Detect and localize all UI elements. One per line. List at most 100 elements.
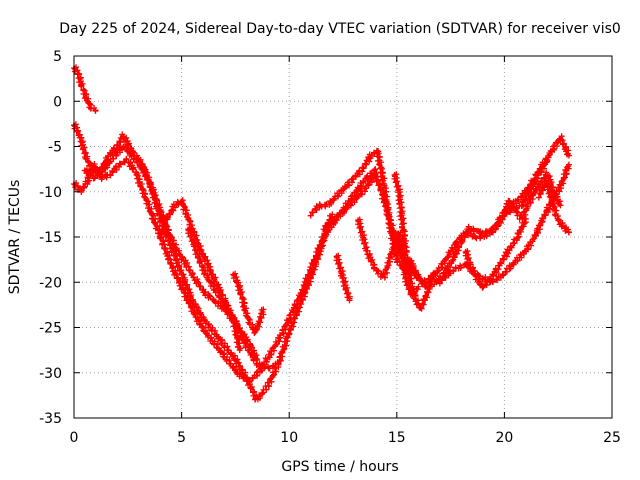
series-trace-8 <box>307 147 551 291</box>
data-point <box>114 142 121 149</box>
data-point <box>415 273 422 280</box>
data-point <box>464 255 471 262</box>
data-point <box>253 356 260 363</box>
grid-layer <box>74 56 612 418</box>
data-point <box>207 267 214 274</box>
data-point <box>528 177 535 184</box>
data-point <box>507 243 514 250</box>
data-point <box>334 213 341 220</box>
data-point <box>208 326 215 333</box>
data-point <box>275 360 282 367</box>
data-point <box>399 265 406 272</box>
data-point <box>162 219 169 226</box>
series-trace-1 <box>71 64 99 114</box>
data-point <box>362 160 369 167</box>
data-point <box>185 300 192 307</box>
data-point <box>368 257 375 264</box>
data-point <box>483 232 490 239</box>
data-point <box>502 268 509 275</box>
data-point <box>77 186 84 193</box>
x-tick-label: 25 <box>603 430 621 446</box>
data-point <box>250 347 257 354</box>
data-point <box>164 214 171 221</box>
data-point <box>310 261 317 268</box>
data-point <box>182 282 189 289</box>
data-point <box>505 197 512 204</box>
data-point <box>390 241 397 248</box>
data-point <box>565 152 572 159</box>
data-point <box>160 237 167 244</box>
series-trace-13 <box>436 161 572 287</box>
data-point <box>92 107 99 114</box>
data-point <box>283 342 290 349</box>
data-point <box>545 190 552 197</box>
data-point <box>375 182 382 189</box>
data-point <box>470 267 477 274</box>
y-tick-label: 0 <box>53 94 62 110</box>
data-point <box>565 229 572 236</box>
data-point <box>546 173 553 180</box>
data-point <box>106 159 113 166</box>
data-point <box>320 238 327 245</box>
series-trace-15 <box>535 178 572 236</box>
data-point <box>191 310 198 317</box>
data-point <box>243 338 250 345</box>
data-point <box>76 134 83 141</box>
y-tick-label: -25 <box>39 321 62 337</box>
data-point <box>553 207 560 214</box>
data-point <box>342 286 349 293</box>
data-point <box>309 209 316 216</box>
data-point <box>87 171 94 178</box>
data-point <box>184 213 191 220</box>
data-point <box>290 323 297 330</box>
data-point <box>173 275 180 282</box>
data-point <box>395 189 402 196</box>
data-point <box>79 145 86 152</box>
data-point <box>123 155 130 162</box>
data-point <box>401 232 408 239</box>
data-point <box>241 374 248 381</box>
data-point <box>381 203 388 210</box>
data-point <box>208 334 215 341</box>
data-point <box>515 196 522 203</box>
data-point <box>510 239 517 246</box>
y-tick-label: -30 <box>39 366 62 382</box>
data-point <box>516 227 523 234</box>
data-point <box>237 327 244 334</box>
data-point <box>306 266 313 273</box>
data-point <box>469 268 476 275</box>
series-trace-10 <box>333 252 353 304</box>
x-tick-label: 0 <box>70 430 79 446</box>
data-point <box>343 205 350 212</box>
y-tick-label: -10 <box>39 185 62 201</box>
data-point <box>257 313 264 320</box>
data-point <box>450 253 457 260</box>
data-point <box>157 230 164 237</box>
x-tick-label: 10 <box>280 430 298 446</box>
data-point <box>200 271 207 278</box>
data-point <box>137 182 144 189</box>
data-point <box>113 163 120 170</box>
data-point <box>546 193 553 200</box>
data-point <box>246 378 253 385</box>
data-point <box>119 131 126 138</box>
data-point <box>356 224 363 231</box>
data-point <box>419 300 426 307</box>
data-point <box>536 184 543 191</box>
data-point <box>558 133 565 140</box>
data-point <box>195 279 202 286</box>
data-point <box>280 330 287 337</box>
data-point <box>304 271 311 278</box>
data-point <box>377 187 384 194</box>
data-point <box>179 285 186 292</box>
data-point <box>408 275 415 282</box>
data-point <box>196 283 203 290</box>
data-point <box>330 196 337 203</box>
data-point <box>422 293 429 300</box>
data-point <box>565 161 572 168</box>
x-axis-label: GPS time / hours <box>281 459 398 475</box>
data-point <box>346 297 353 304</box>
data-point <box>400 239 407 246</box>
data-point <box>94 171 101 178</box>
data-point <box>361 240 368 247</box>
